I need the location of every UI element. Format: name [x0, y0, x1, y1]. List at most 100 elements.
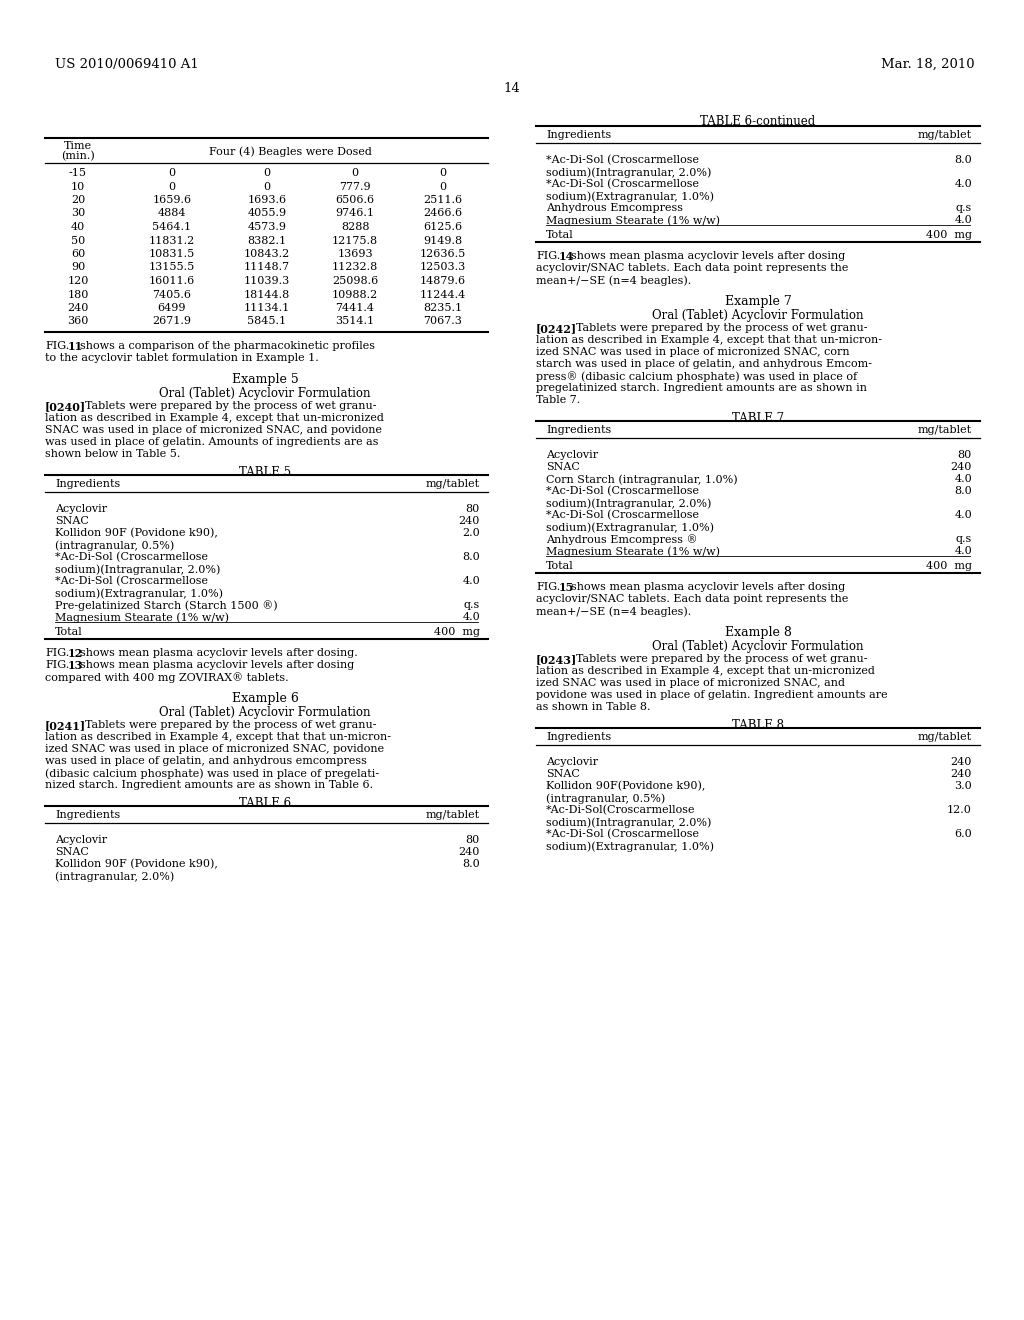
Text: Acyclovir: Acyclovir [546, 756, 598, 767]
Text: *Ac-Di-Sol (Croscarmellose: *Ac-Di-Sol (Croscarmellose [546, 829, 699, 840]
Text: mean+/−SE (n=4 beagles).: mean+/−SE (n=4 beagles). [536, 275, 691, 285]
Text: 8.0: 8.0 [462, 552, 480, 562]
Text: 240: 240 [459, 847, 480, 857]
Text: sodium)(Extragranular, 1.0%): sodium)(Extragranular, 1.0%) [546, 521, 714, 532]
Text: 0: 0 [351, 168, 358, 178]
Text: Total: Total [546, 230, 573, 240]
Text: Total: Total [55, 627, 83, 638]
Text: mg/tablet: mg/tablet [918, 129, 972, 140]
Text: SNAC was used in place of micronized SNAC, and povidone: SNAC was used in place of micronized SNA… [45, 425, 382, 436]
Text: 4055.9: 4055.9 [248, 209, 287, 219]
Text: Oral (Tablet) Acyclovir Formulation: Oral (Tablet) Acyclovir Formulation [652, 309, 864, 322]
Text: 20: 20 [71, 195, 85, 205]
Text: Oral (Tablet) Acyclovir Formulation: Oral (Tablet) Acyclovir Formulation [160, 706, 371, 719]
Text: shows a comparison of the pharmacokinetic profiles: shows a comparison of the pharmacokineti… [80, 341, 375, 351]
Text: q.s: q.s [955, 203, 972, 213]
Text: SNAC: SNAC [546, 770, 580, 779]
Text: Mar. 18, 2010: Mar. 18, 2010 [882, 58, 975, 71]
Text: 7067.3: 7067.3 [424, 317, 463, 326]
Text: 8.0: 8.0 [462, 859, 480, 869]
Text: 1659.6: 1659.6 [153, 195, 191, 205]
Text: 1693.6: 1693.6 [248, 195, 287, 205]
Text: 6499: 6499 [158, 304, 186, 313]
Text: 4.0: 4.0 [462, 576, 480, 586]
Text: *Ac-Di-Sol (Croscarmellose: *Ac-Di-Sol (Croscarmellose [55, 552, 208, 562]
Text: sodium)(Extragranular, 1.0%): sodium)(Extragranular, 1.0%) [55, 587, 223, 598]
Text: 15: 15 [559, 582, 574, 593]
Text: 240: 240 [950, 756, 972, 767]
Text: Example 8: Example 8 [725, 626, 792, 639]
Text: (intragranular, 2.0%): (intragranular, 2.0%) [55, 871, 174, 882]
Text: 12175.8: 12175.8 [332, 235, 378, 246]
Text: sodium)(Intragranular, 2.0%): sodium)(Intragranular, 2.0%) [546, 498, 712, 508]
Text: 90: 90 [71, 263, 85, 272]
Text: Time: Time [63, 141, 92, 150]
Text: lation as described in Example 4, except that un-micronized: lation as described in Example 4, except… [536, 667, 874, 676]
Text: Kollidon 90F (Povidone k90),: Kollidon 90F (Povidone k90), [55, 859, 218, 870]
Text: 2671.9: 2671.9 [153, 317, 191, 326]
Text: Example 5: Example 5 [231, 374, 298, 385]
Text: Ingredients: Ingredients [55, 479, 120, 488]
Text: 10843.2: 10843.2 [244, 249, 290, 259]
Text: Pre-gelatinized Starch (Starch 1500 ®): Pre-gelatinized Starch (Starch 1500 ®) [55, 601, 278, 611]
Text: Oral (Tablet) Acyclovir Formulation: Oral (Tablet) Acyclovir Formulation [652, 640, 864, 653]
Text: 14: 14 [504, 82, 520, 95]
Text: shows mean plasma acyclovir levels after dosing: shows mean plasma acyclovir levels after… [80, 660, 354, 671]
Text: 240: 240 [950, 770, 972, 779]
Text: 9149.8: 9149.8 [424, 235, 463, 246]
Text: Kollidon 90F (Povidone k90),: Kollidon 90F (Povidone k90), [55, 528, 218, 539]
Text: sodium)(Intragranular, 2.0%): sodium)(Intragranular, 2.0%) [546, 168, 712, 178]
Text: 5845.1: 5845.1 [248, 317, 287, 326]
Text: Acyclovir: Acyclovir [55, 504, 108, 513]
Text: 400  mg: 400 mg [926, 561, 972, 572]
Text: 4.0: 4.0 [954, 180, 972, 189]
Text: 360: 360 [68, 317, 89, 326]
Text: povidone was used in place of gelatin. Ingredient amounts are: povidone was used in place of gelatin. I… [536, 690, 888, 700]
Text: 0: 0 [263, 168, 270, 178]
Text: 8288: 8288 [341, 222, 370, 232]
Text: [0243]: [0243] [536, 653, 578, 665]
Text: Tablets were prepared by the process of wet granu-: Tablets were prepared by the process of … [575, 323, 867, 333]
Text: 80: 80 [957, 450, 972, 459]
Text: *Ac-Di-Sol (Croscarmellose: *Ac-Di-Sol (Croscarmellose [546, 180, 699, 189]
Text: Anhydrous Emcompress ®: Anhydrous Emcompress ® [546, 535, 697, 545]
Text: 240: 240 [459, 516, 480, 525]
Text: Kollidon 90F(Povidone k90),: Kollidon 90F(Povidone k90), [546, 781, 706, 792]
Text: 4.0: 4.0 [954, 510, 972, 520]
Text: *Ac-Di-Sol(Croscarmellose: *Ac-Di-Sol(Croscarmellose [546, 805, 695, 816]
Text: Acyclovir: Acyclovir [546, 450, 598, 459]
Text: 14: 14 [559, 251, 574, 261]
Text: 11831.2: 11831.2 [148, 235, 196, 246]
Text: nized starch. Ingredient amounts are as shown in Table 6.: nized starch. Ingredient amounts are as … [45, 780, 373, 789]
Text: lation as described in Example 4, except that that un-micron-: lation as described in Example 4, except… [45, 733, 391, 742]
Text: (intragranular, 0.5%): (intragranular, 0.5%) [55, 540, 174, 550]
Text: US 2010/0069410 A1: US 2010/0069410 A1 [55, 58, 199, 71]
Text: 2511.6: 2511.6 [424, 195, 463, 205]
Text: 16011.6: 16011.6 [148, 276, 196, 286]
Text: 180: 180 [68, 289, 89, 300]
Text: 9746.1: 9746.1 [336, 209, 375, 219]
Text: 8235.1: 8235.1 [424, 304, 463, 313]
Text: Ingredients: Ingredients [546, 129, 611, 140]
Text: 25098.6: 25098.6 [332, 276, 378, 286]
Text: FIG.: FIG. [45, 648, 70, 657]
Text: 30: 30 [71, 209, 85, 219]
Text: shows mean plasma acyclovir levels after dosing: shows mean plasma acyclovir levels after… [571, 582, 845, 591]
Text: Ingredients: Ingredients [55, 810, 120, 820]
Text: *Ac-Di-Sol (Croscarmellose: *Ac-Di-Sol (Croscarmellose [546, 510, 699, 520]
Text: FIG.: FIG. [536, 251, 560, 261]
Text: Four (4) Beagles were Dosed: Four (4) Beagles were Dosed [209, 147, 372, 157]
Text: compared with 400 mg ZOVIRAX® tablets.: compared with 400 mg ZOVIRAX® tablets. [45, 672, 289, 682]
Text: 40: 40 [71, 222, 85, 232]
Text: (min.): (min.) [61, 150, 95, 161]
Text: was used in place of gelatin, and anhydrous emcompress: was used in place of gelatin, and anhydr… [45, 756, 367, 766]
Text: 11: 11 [68, 341, 83, 352]
Text: *Ac-Di-Sol (Croscarmellose: *Ac-Di-Sol (Croscarmellose [546, 486, 699, 496]
Text: ized SNAC was used in place of micronized SNAC, and: ized SNAC was used in place of micronize… [536, 678, 845, 688]
Text: 10988.2: 10988.2 [332, 289, 378, 300]
Text: [0240]: [0240] [45, 401, 86, 412]
Text: 4.0: 4.0 [954, 474, 972, 484]
Text: sodium)(Extragranular, 1.0%): sodium)(Extragranular, 1.0%) [546, 841, 714, 851]
Text: Tablets were prepared by the process of wet granu-: Tablets were prepared by the process of … [85, 719, 377, 730]
Text: ized SNAC was used in place of micronized SNAC, corn: ized SNAC was used in place of micronize… [536, 347, 850, 356]
